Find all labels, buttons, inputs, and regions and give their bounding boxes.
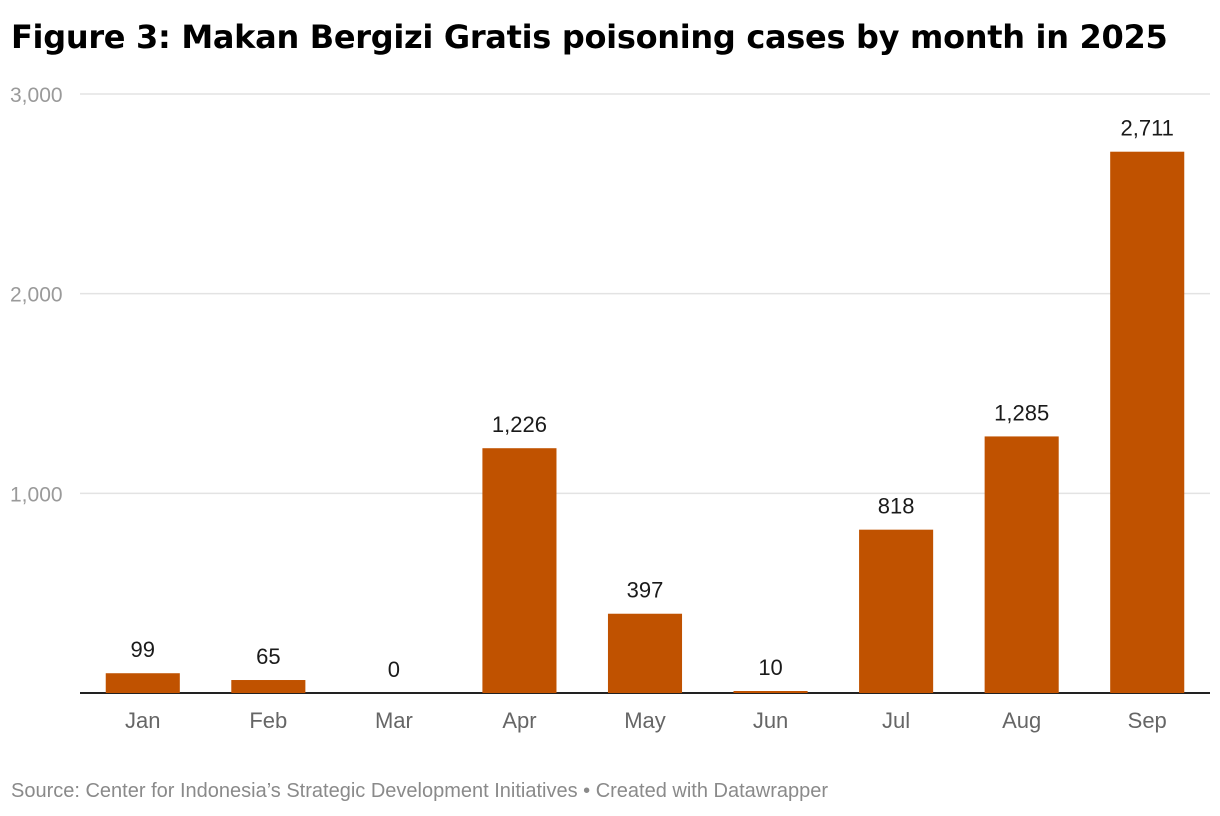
bar-aug <box>984 436 1059 693</box>
x-tick-feb: Feb <box>249 708 287 733</box>
data-label-apr: 1,226 <box>492 412 547 437</box>
y-tick-label: 3,000 <box>10 84 63 107</box>
bars <box>105 151 1185 693</box>
chart-title: Figure 3: Makan Bergizi Gratis poisoning… <box>11 18 1168 56</box>
data-label-jun: 10 <box>758 655 782 680</box>
x-tick-jul: Jul <box>882 708 910 733</box>
data-label-jul: 818 <box>878 494 915 519</box>
bar-apr <box>482 448 557 693</box>
bar-feb <box>231 680 306 693</box>
x-axis-ticks: Jan Feb Mar Apr May Jun Jul Aug Sep <box>125 708 1167 733</box>
x-tick-aug: Aug <box>1002 708 1041 733</box>
data-label-may: 397 <box>627 578 664 603</box>
x-tick-mar: Mar <box>375 708 413 733</box>
bar-jul <box>859 529 934 693</box>
y-tick-label: 2,000 <box>10 284 63 307</box>
bar-jun <box>733 691 808 693</box>
bar-sep <box>1110 151 1185 693</box>
y-tick-label: 1,000 <box>10 483 63 506</box>
data-label-feb: 65 <box>256 644 280 669</box>
source-note: Source: Center for Indonesia’s Strategic… <box>11 780 829 802</box>
y-axis-ticks: 1,000 2,000 3,000 <box>10 84 63 506</box>
data-label-sep: 2,711 <box>1121 116 1174 141</box>
data-labels: 99 65 0 1,226 397 10 818 1,285 2,711 <box>131 116 1174 682</box>
data-label-jan: 99 <box>131 637 155 662</box>
x-tick-may: May <box>624 708 666 733</box>
x-tick-sep: Sep <box>1128 708 1167 733</box>
bar-may <box>607 613 683 693</box>
data-label-mar: 0 <box>388 657 400 682</box>
x-tick-jan: Jan <box>125 708 160 733</box>
bar-jan <box>105 673 180 693</box>
x-tick-jun: Jun <box>753 708 788 733</box>
x-tick-apr: Apr <box>502 708 536 733</box>
data-label-aug: 1,285 <box>994 400 1049 425</box>
